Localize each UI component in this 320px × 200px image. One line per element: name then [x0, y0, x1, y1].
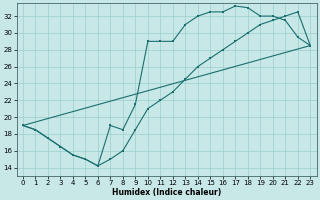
- X-axis label: Humidex (Indice chaleur): Humidex (Indice chaleur): [112, 188, 221, 197]
